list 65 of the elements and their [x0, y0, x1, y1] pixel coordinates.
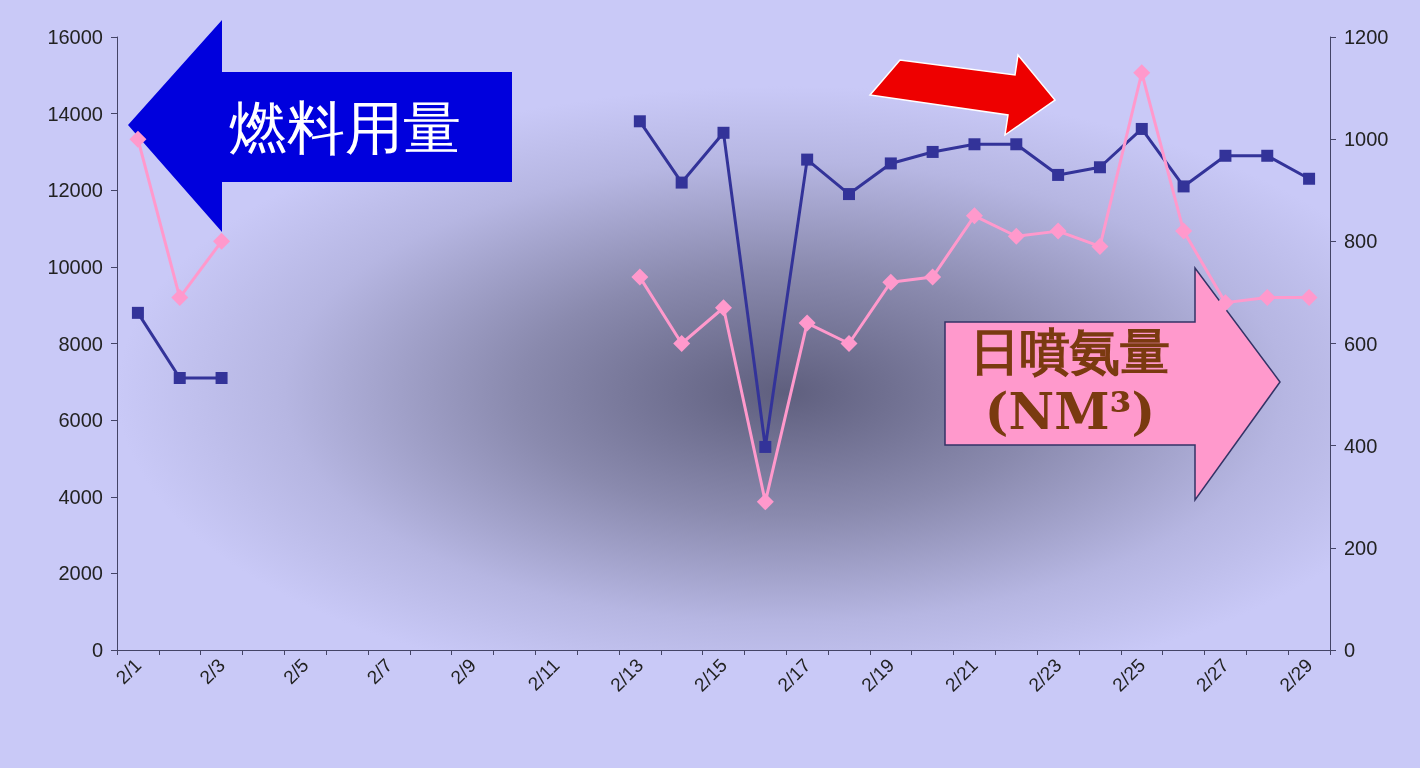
point	[717, 126, 730, 139]
y-axis-title: 燃料用量	[228, 93, 462, 164]
point	[1175, 222, 1193, 240]
point	[1135, 122, 1148, 135]
point	[171, 289, 189, 307]
x-tick-label: 2/9	[446, 654, 480, 689]
point	[965, 207, 983, 225]
point	[882, 273, 900, 291]
point	[129, 130, 147, 148]
y2-tick-label: 200	[1344, 536, 1378, 559]
point	[1216, 294, 1234, 312]
x-tick-label: 2/5	[279, 654, 313, 689]
point	[1300, 289, 1318, 307]
y-tick-label: 12000	[47, 179, 103, 202]
point	[759, 440, 772, 453]
point	[1177, 180, 1190, 193]
point	[131, 306, 144, 319]
point	[1049, 222, 1067, 240]
point	[1303, 172, 1316, 185]
point	[173, 371, 186, 384]
y2-tick-label: 800	[1344, 230, 1378, 253]
y-tick-label: 10000	[47, 255, 103, 278]
y-tick-label: 4000	[58, 485, 103, 508]
x-tick-label: 2/21	[940, 654, 982, 696]
y2-tick-label: 600	[1344, 332, 1378, 355]
point	[675, 176, 688, 189]
y2-tick-label: 0	[1344, 639, 1356, 661]
point	[715, 299, 732, 317]
y-tick-label: 0	[91, 639, 103, 661]
point	[1091, 237, 1109, 255]
x-tick-label: 2/3	[195, 654, 229, 689]
point	[1133, 64, 1151, 82]
x-tick-label: 2/1	[111, 654, 146, 689]
y-tick-label: 8000	[58, 332, 103, 355]
point	[1261, 149, 1274, 162]
point	[1219, 149, 1232, 162]
point	[673, 335, 691, 352]
point	[1010, 138, 1023, 151]
point	[884, 157, 897, 170]
point	[798, 314, 816, 332]
y-tick-label: 14000	[47, 102, 103, 125]
point	[801, 153, 814, 166]
point	[1052, 168, 1065, 181]
point	[968, 138, 981, 151]
y-tick-label: 16000	[47, 26, 103, 48]
y-tick-label: 2000	[58, 562, 103, 585]
point	[924, 268, 942, 286]
point	[1258, 289, 1276, 307]
y2-tick-label: 1200	[1344, 26, 1389, 48]
point	[213, 232, 231, 250]
point	[842, 188, 855, 201]
point	[926, 145, 939, 158]
point	[840, 335, 858, 352]
point	[1093, 161, 1106, 174]
point	[756, 493, 774, 511]
y-tick-label: 6000	[58, 409, 103, 432]
x-tick-label: 2/11	[523, 654, 564, 695]
point	[1007, 227, 1025, 245]
y2-axis-title: 日噴氨量 (NM³)	[969, 322, 1171, 442]
point	[633, 115, 646, 128]
y2-tick-label: 1000	[1344, 128, 1389, 151]
y2-tick-label: 400	[1344, 434, 1378, 457]
x-tick-label: 2/7	[362, 654, 397, 689]
point	[631, 268, 649, 286]
point	[215, 371, 228, 384]
